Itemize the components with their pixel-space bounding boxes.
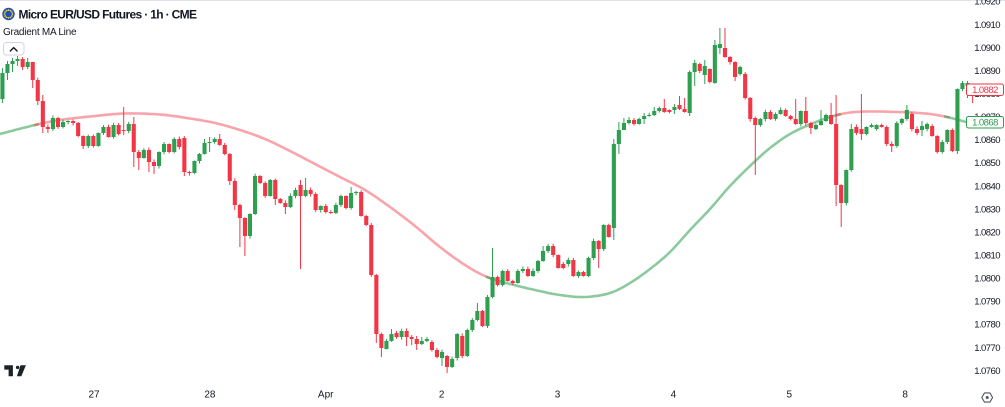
svg-text:5: 5 — [787, 390, 793, 401]
svg-text:1.0830: 1.0830 — [974, 204, 1000, 215]
svg-text:1.0770: 1.0770 — [974, 343, 1000, 354]
svg-text:1.0882: 1.0882 — [972, 85, 998, 96]
svg-text:4: 4 — [671, 390, 677, 401]
svg-text:1.0850: 1.0850 — [974, 158, 1000, 169]
svg-text:27: 27 — [88, 390, 100, 401]
svg-text:1.0790: 1.0790 — [974, 297, 1000, 308]
svg-text:Apr: Apr — [318, 390, 334, 401]
svg-text:1.0800: 1.0800 — [974, 274, 1000, 285]
svg-text:1.0840: 1.0840 — [974, 181, 1000, 192]
svg-text:1.0810: 1.0810 — [974, 251, 1000, 262]
svg-text:Micro EUR/USD Futures · 1h · C: Micro EUR/USD Futures · 1h · CME — [19, 8, 198, 22]
svg-text:1.0780: 1.0780 — [974, 320, 1000, 331]
svg-text:1.0910: 1.0910 — [974, 20, 1000, 31]
svg-text:1.0920: 1.0920 — [974, 0, 1000, 8]
svg-text:3: 3 — [555, 390, 561, 401]
svg-text:1.0890: 1.0890 — [974, 66, 1000, 77]
svg-text:2: 2 — [439, 390, 445, 401]
svg-text:1.0860: 1.0860 — [974, 135, 1000, 146]
svg-text:Gradient MA Line: Gradient MA Line — [3, 27, 77, 38]
svg-text:1.0868: 1.0868 — [972, 117, 998, 128]
svg-text:1.0760: 1.0760 — [974, 366, 1000, 377]
svg-text:8: 8 — [902, 390, 908, 401]
svg-text:1.0820: 1.0820 — [974, 227, 1000, 238]
svg-text:28: 28 — [204, 390, 216, 401]
svg-text:1.0900: 1.0900 — [974, 43, 1000, 54]
